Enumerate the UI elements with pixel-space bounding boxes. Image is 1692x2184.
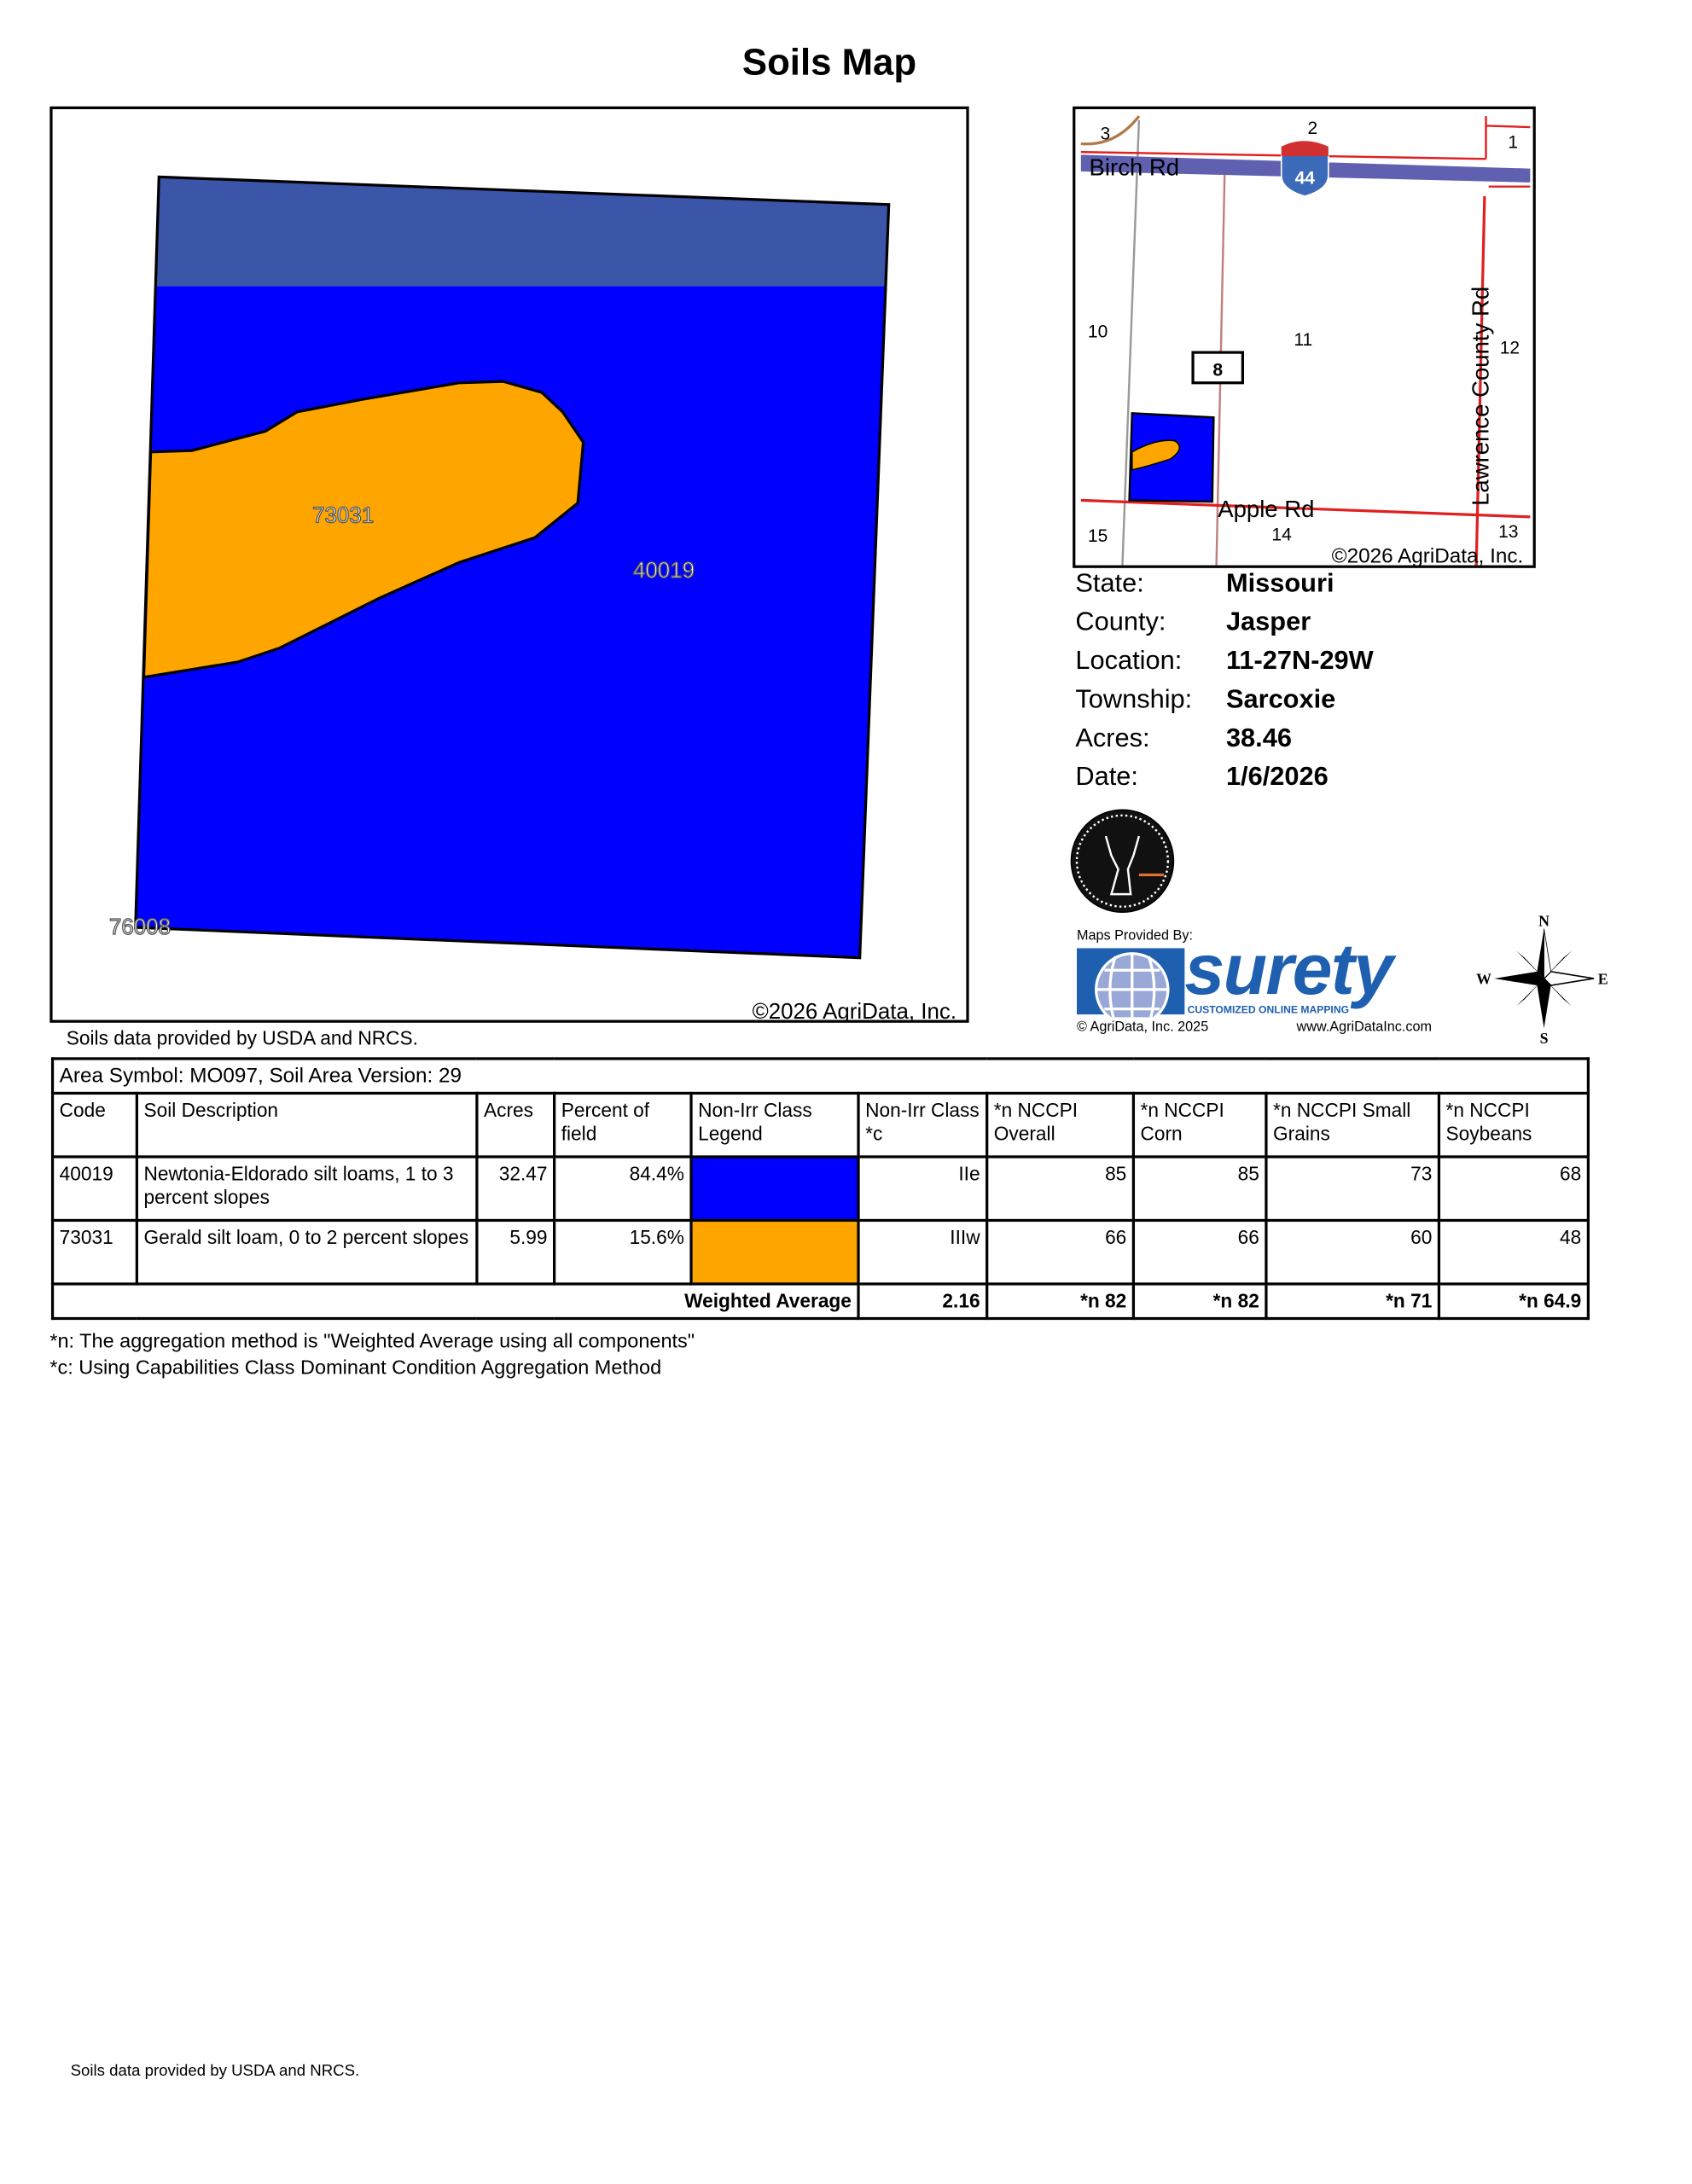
interstate-shield: 44 bbox=[1280, 140, 1329, 197]
area-symbol: Area Symbol: MO097, Soil Area Version: 2… bbox=[50, 1057, 1590, 1095]
table-row: 40019 Newtonia-Eldorado silt loams, 1 to… bbox=[50, 1155, 1590, 1223]
info-label: County: bbox=[1075, 607, 1166, 637]
route-8-shield bbox=[1191, 351, 1244, 385]
footnote: *n: The aggregation method is "Weighted … bbox=[49, 1331, 695, 1353]
column-header: *n NCCPI Overall bbox=[986, 1091, 1136, 1159]
table-row: 73031 Gerald silt loam, 0 to 2 percent s… bbox=[50, 1218, 1590, 1286]
info-label: Acres: bbox=[1075, 723, 1150, 753]
column-header: Non-Irr Class Legend bbox=[689, 1091, 860, 1159]
legend-swatch-40019 bbox=[689, 1155, 860, 1223]
avg-small-grains: *n 71 bbox=[1265, 1282, 1441, 1321]
section-number: 10 bbox=[1088, 322, 1108, 341]
section-number: 12 bbox=[1500, 339, 1520, 358]
road-label: Apple Rd bbox=[1218, 496, 1314, 522]
map-copyright: ©2026 AgriData, Inc. bbox=[753, 1000, 956, 1020]
cell-percent: 84.4% bbox=[552, 1155, 693, 1223]
soils-map[interactable]: 73031 40019 76008 ©2026 AgriData, Inc. bbox=[49, 106, 969, 1023]
info-value: 11-27N-29W bbox=[1225, 647, 1374, 677]
compass-east: E bbox=[1598, 970, 1608, 987]
cell-acres: 32.47 bbox=[475, 1155, 556, 1223]
avg-class: 2.16 bbox=[857, 1282, 989, 1321]
column-header: Soil Description bbox=[135, 1091, 479, 1159]
avg-overall: *n 82 bbox=[986, 1282, 1136, 1321]
soil-polygon-73031[interactable] bbox=[142, 380, 585, 679]
legend-swatch-73031 bbox=[689, 1218, 860, 1286]
column-header: Code bbox=[50, 1091, 139, 1159]
cell-soybeans: 48 bbox=[1437, 1218, 1590, 1286]
info-label: Date: bbox=[1075, 763, 1138, 793]
section-number: 2 bbox=[1308, 119, 1318, 138]
cell-corn: 66 bbox=[1131, 1218, 1268, 1286]
cell-overall: 85 bbox=[986, 1155, 1136, 1223]
footnote: *c: Using Capabilities Class Dominant Co… bbox=[49, 1356, 662, 1380]
info-value: Missouri bbox=[1225, 569, 1334, 599]
midwest-land-group-logo bbox=[1070, 809, 1175, 914]
weighted-average-label: Weighted Average bbox=[50, 1282, 860, 1321]
interstate-number: 44 bbox=[1295, 168, 1316, 188]
location-inset-map[interactable]: 8 44 Birch Rd Apple Rd Lawrence County R… bbox=[1073, 106, 1536, 568]
cell-small-grains: 60 bbox=[1265, 1218, 1441, 1286]
maps-provided-label: Maps Provided By: bbox=[1076, 928, 1193, 944]
section-number: 14 bbox=[1271, 525, 1292, 544]
weighted-average-row: Weighted Average 2.16 *n 82 *n 82 *n 71 … bbox=[50, 1282, 1590, 1321]
column-header: Non-Irr Class *c bbox=[857, 1091, 989, 1159]
compass-rose-icon: N S W E bbox=[1476, 912, 1608, 1045]
cell-description: Newtonia-Eldorado silt loams, 1 to 3 per… bbox=[135, 1155, 479, 1223]
info-value: Jasper bbox=[1225, 607, 1311, 637]
cell-code: 73031 bbox=[50, 1218, 139, 1286]
route-label: 8 bbox=[1212, 361, 1223, 380]
inset-copyright: ©2026 AgriData, Inc. bbox=[1332, 544, 1524, 565]
map-label: 73031 bbox=[312, 503, 374, 527]
bottom-source-note: Soils data provided by USDA and NRCS. bbox=[70, 2063, 360, 2081]
section-number: 15 bbox=[1088, 526, 1108, 546]
road-label: Birch Rd bbox=[1090, 154, 1180, 181]
page-title: Soils Map bbox=[741, 41, 917, 84]
cell-class: IIe bbox=[857, 1155, 989, 1223]
section-number: 13 bbox=[1498, 522, 1518, 542]
cell-percent: 15.6% bbox=[552, 1218, 693, 1286]
map-label: 40019 bbox=[633, 559, 695, 583]
cell-overall: 66 bbox=[986, 1218, 1136, 1286]
section-number: 3 bbox=[1101, 125, 1111, 144]
info-label: Township: bbox=[1075, 685, 1193, 715]
column-header: Percent of field bbox=[552, 1091, 693, 1159]
section-number: 1 bbox=[1508, 132, 1518, 152]
column-header: *n NCCPI Soybeans bbox=[1437, 1091, 1590, 1159]
cell-acres: 5.99 bbox=[475, 1218, 556, 1286]
surety-tagline: CUSTOMIZED ONLINE MAPPING bbox=[1187, 1003, 1350, 1016]
info-value: 38.46 bbox=[1225, 723, 1292, 753]
surety-logo: surety CUSTOMIZED ONLINE MAPPING bbox=[1076, 934, 1445, 1018]
cell-corn: 85 bbox=[1131, 1155, 1268, 1223]
cell-code: 40019 bbox=[50, 1155, 139, 1223]
map-label: 76008 bbox=[109, 915, 171, 939]
column-header: *n NCCPI Corn bbox=[1131, 1091, 1268, 1159]
provider-url[interactable]: www.AgriDataInc.com bbox=[1296, 1019, 1433, 1036]
info-label: State: bbox=[1075, 569, 1144, 599]
column-header: *n NCCPI Small Grains bbox=[1265, 1091, 1441, 1159]
avg-corn: *n 82 bbox=[1131, 1282, 1268, 1321]
cell-description: Gerald silt loam, 0 to 2 percent slopes bbox=[135, 1218, 479, 1286]
section-number: 11 bbox=[1294, 330, 1312, 350]
info-label: Location: bbox=[1075, 647, 1183, 677]
compass-west: W bbox=[1476, 970, 1491, 987]
surety-brand: surety bbox=[1184, 930, 1393, 1011]
soils-table: Area Symbol: MO097, Soil Area Version: 2… bbox=[50, 1057, 1590, 1321]
provider-copyright: © AgriData, Inc. 2025 bbox=[1076, 1019, 1209, 1036]
source-note: Soils data provided by USDA and NRCS. bbox=[66, 1026, 418, 1049]
avg-soybeans: *n 64.9 bbox=[1437, 1282, 1590, 1321]
info-value: Sarcoxie bbox=[1225, 685, 1336, 715]
cell-small-grains: 73 bbox=[1265, 1155, 1441, 1223]
road-label: Lawrence County Rd bbox=[1468, 287, 1494, 506]
cell-soybeans: 68 bbox=[1437, 1155, 1590, 1223]
soil-polygon-76008[interactable] bbox=[156, 177, 889, 287]
info-value: 1/6/2026 bbox=[1225, 763, 1329, 793]
column-header: Acres bbox=[475, 1091, 556, 1159]
table-header-row: Code Soil Description Acres Percent of f… bbox=[50, 1091, 1590, 1159]
compass-south: S bbox=[1540, 1030, 1549, 1045]
cell-class: IIIw bbox=[857, 1218, 989, 1286]
compass-north: N bbox=[1538, 912, 1550, 929]
